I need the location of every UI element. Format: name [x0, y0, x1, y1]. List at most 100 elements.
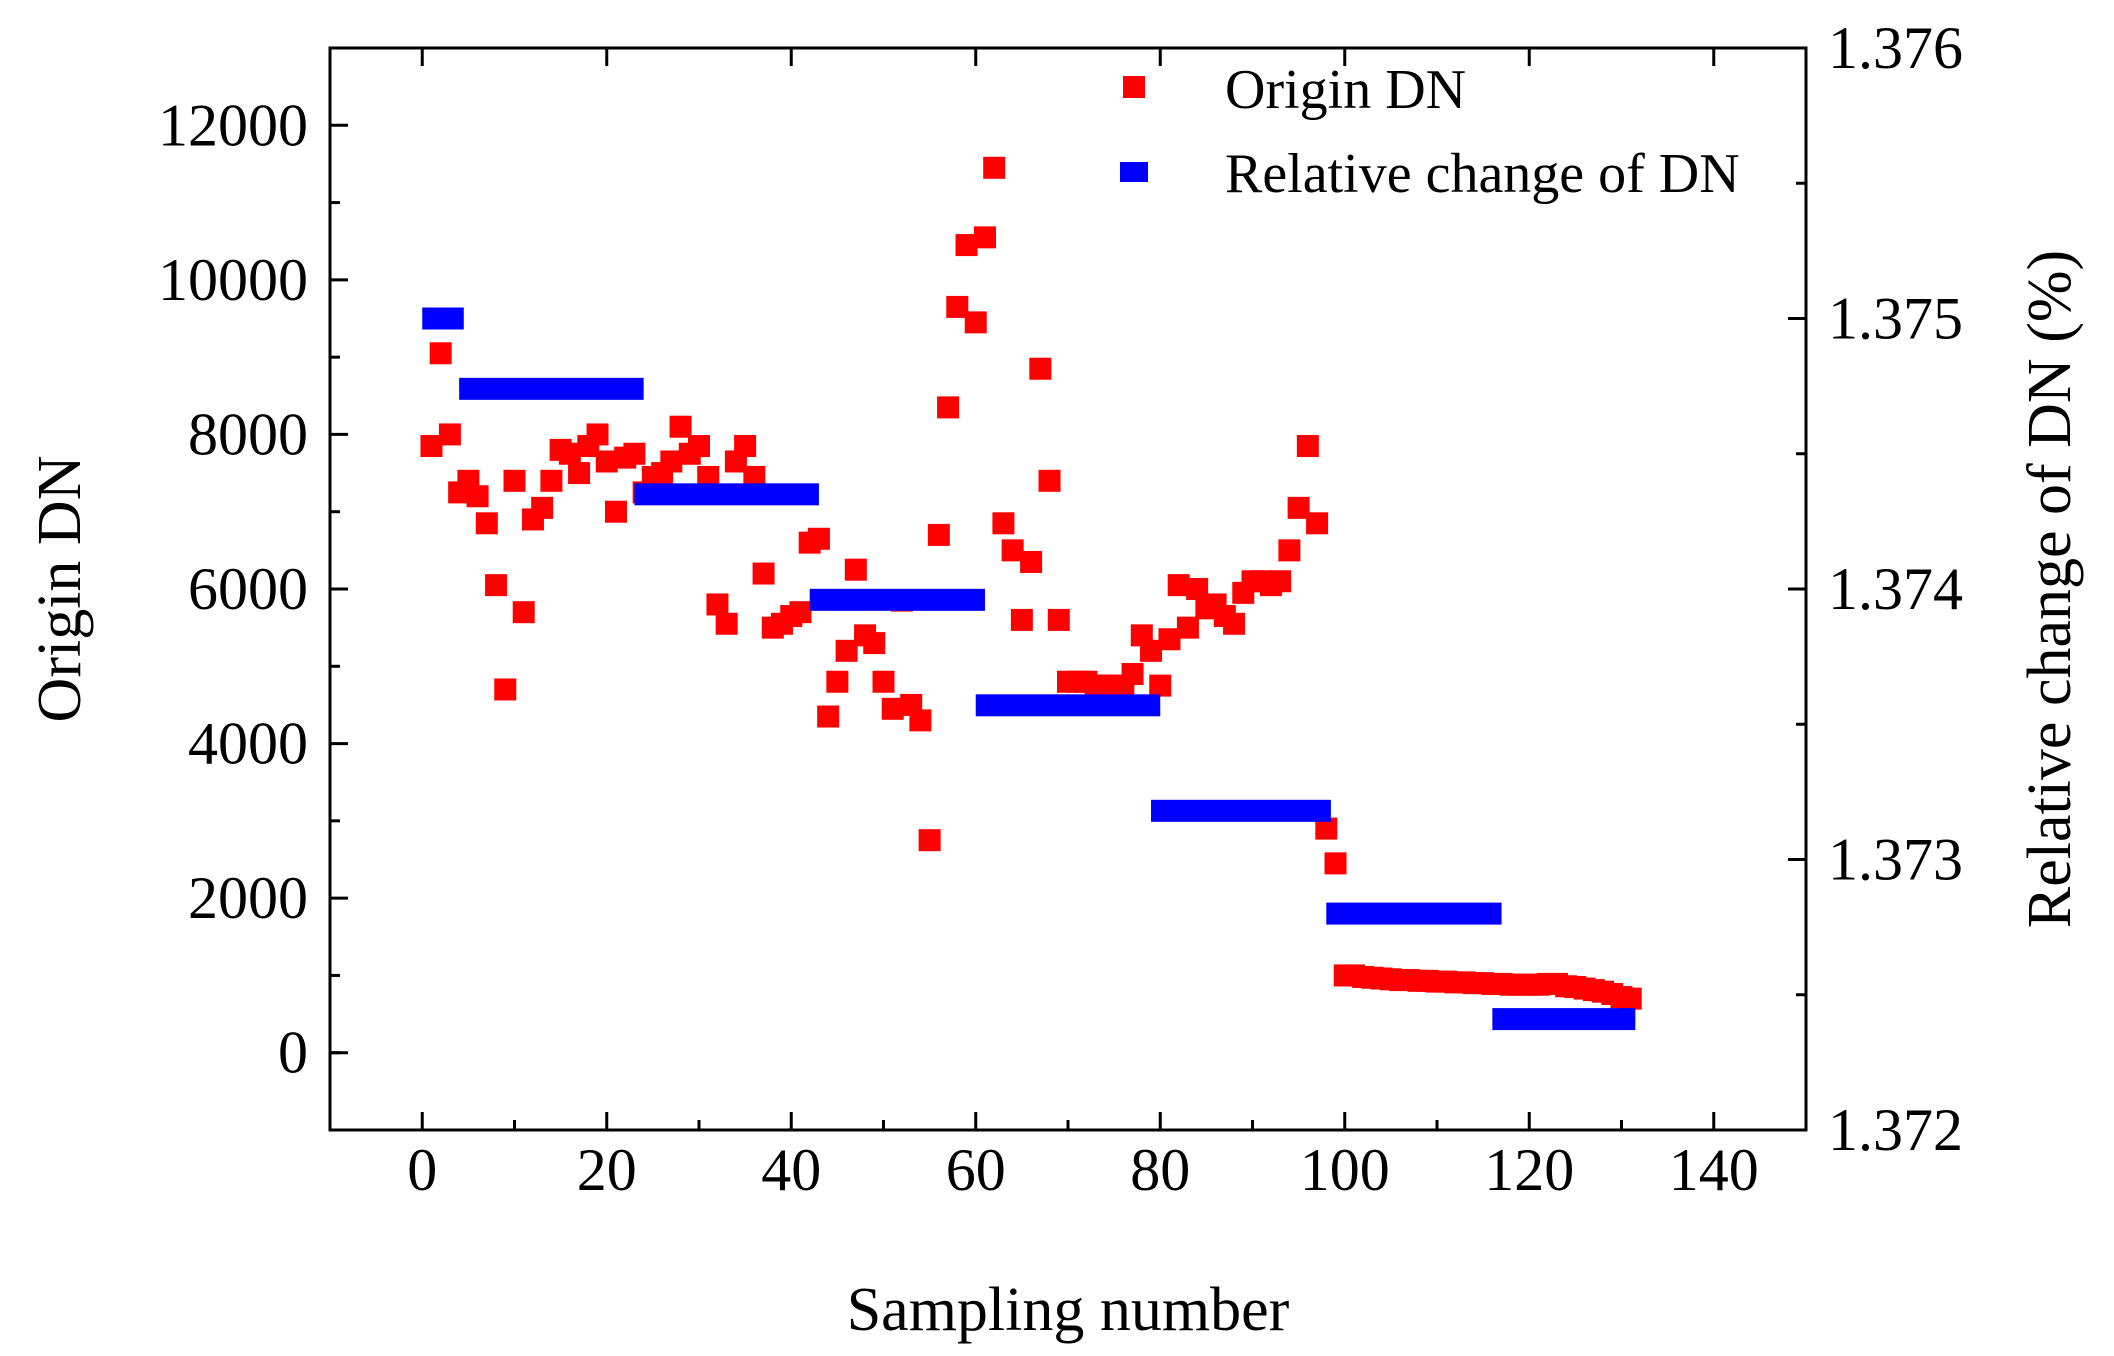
- x-tick-label: 140: [1669, 1137, 1759, 1203]
- y-tick-label: 6000: [188, 556, 308, 622]
- origin-dn-point: [1278, 539, 1301, 562]
- origin-dn-point: [844, 558, 867, 581]
- relative-change-bar: [634, 483, 819, 506]
- relative-change-bar: [975, 694, 1161, 717]
- y-axis-title: Origin DN: [26, 456, 94, 723]
- origin-dn-point: [817, 705, 840, 728]
- relative-change-bar: [459, 377, 644, 400]
- origin-dn-point: [568, 462, 591, 485]
- origin-dn-point: [697, 465, 720, 488]
- y2-tick-label: 1.376: [1828, 15, 1963, 81]
- origin-dn-point: [623, 442, 646, 465]
- origin-dn-point: [420, 435, 443, 458]
- x-axis-title: Sampling number: [847, 1276, 1290, 1344]
- origin-dn-point: [438, 423, 461, 446]
- origin-dn-point: [558, 442, 581, 465]
- y2-tick-label: 1.375: [1828, 286, 1963, 352]
- origin-dn-point: [973, 226, 996, 249]
- origin-dn-point: [595, 450, 618, 473]
- series-relative-change: [422, 307, 1636, 1031]
- origin-dn-point: [1269, 570, 1292, 593]
- origin-dn-point: [1176, 616, 1199, 639]
- origin-dn-point: [1149, 674, 1172, 697]
- origin-dn-point: [964, 311, 987, 334]
- origin-dn-point: [955, 234, 978, 257]
- origin-dn-point: [1306, 512, 1329, 535]
- origin-dn-point: [669, 415, 692, 438]
- x-tick-label: 0: [407, 1137, 437, 1203]
- origin-dn-point: [1029, 357, 1052, 380]
- y2-tick-label: 1.372: [1828, 1097, 1963, 1163]
- origin-dn-point: [586, 423, 609, 446]
- origin-dn-point: [918, 829, 941, 852]
- origin-dn-point: [927, 523, 950, 546]
- origin-dn-point: [789, 601, 812, 624]
- origin-dn-point: [485, 574, 508, 597]
- origin-dn-point: [1287, 496, 1310, 519]
- origin-dn-point: [706, 593, 729, 616]
- legend-marker-origin-dn: [1123, 76, 1145, 98]
- legend-label-origin-dn: Origin DN: [1225, 59, 1466, 121]
- origin-dn-point: [604, 500, 627, 523]
- origin-dn-point: [1619, 987, 1642, 1010]
- origin-dn-point: [992, 512, 1015, 535]
- x-axis: 0 20 40 60 80 100 120 140: [407, 48, 1759, 1203]
- origin-dn-point: [863, 632, 886, 655]
- relative-change-bar: [1151, 799, 1331, 822]
- origin-dn-point: [937, 396, 960, 419]
- origin-dn-point: [1047, 608, 1070, 631]
- series-origin-dn: [420, 156, 1642, 1010]
- y-tick-label: 0: [278, 1020, 308, 1086]
- y-tick-label: 2000: [188, 865, 308, 931]
- origin-dn-point: [752, 562, 775, 585]
- legend-marker-relative-change: [1120, 162, 1148, 182]
- origin-dn-point: [983, 156, 1006, 179]
- relative-change-bar: [809, 588, 985, 611]
- origin-dn-point: [1020, 550, 1043, 573]
- x-tick-label: 40: [761, 1137, 821, 1203]
- legend: Origin DN Relative change of DN: [1120, 59, 1740, 205]
- origin-dn-point: [1186, 578, 1209, 600]
- origin-dn-point: [1001, 539, 1024, 562]
- origin-dn-point: [1121, 663, 1144, 686]
- legend-label-relative-change: Relative change of DN: [1225, 143, 1740, 205]
- origin-dn-point: [1315, 817, 1338, 840]
- origin-dn-point: [1158, 628, 1181, 651]
- origin-dn-point: [512, 601, 535, 624]
- y-tick-label: 12000: [158, 92, 308, 158]
- origin-dn-point: [466, 485, 489, 508]
- x-tick-label: 60: [946, 1137, 1006, 1203]
- origin-dn-point: [807, 527, 830, 550]
- relative-change-bar: [1492, 1008, 1636, 1031]
- origin-dn-point: [1296, 435, 1319, 458]
- origin-dn-point: [531, 496, 554, 519]
- y-axis: 0 2000 4000 6000 8000 10000 12000: [158, 92, 348, 1086]
- origin-dn-point: [688, 435, 710, 458]
- y2-tick-label: 1.373: [1828, 827, 1963, 893]
- x-tick-label: 100: [1300, 1137, 1390, 1203]
- x-tick-label: 20: [577, 1137, 637, 1203]
- origin-dn-point: [835, 639, 858, 662]
- origin-dn-point: [1167, 574, 1190, 597]
- plot-area: [328, 46, 1808, 1132]
- y2-axis-title: Relative change of DN (%): [2016, 250, 2084, 928]
- origin-dn-point: [429, 342, 452, 365]
- origin-dn-point: [1038, 469, 1061, 492]
- origin-dn-point: [1223, 612, 1246, 635]
- y-tick-label: 10000: [158, 247, 308, 313]
- origin-dn-point: [1010, 608, 1033, 631]
- origin-dn-point: [503, 469, 526, 492]
- origin-dn-point: [1324, 852, 1347, 875]
- y-tick-label: 4000: [188, 711, 308, 777]
- origin-dn-point: [743, 465, 766, 488]
- x-tick-label: 120: [1484, 1137, 1574, 1203]
- plot-frame: [328, 46, 1808, 1132]
- y-tick-label: 8000: [188, 401, 308, 467]
- origin-dn-point: [660, 450, 683, 473]
- origin-dn-point: [494, 678, 517, 701]
- origin-dn-point: [946, 295, 969, 318]
- relative-change-bar: [422, 307, 464, 330]
- origin-dn-point: [540, 469, 563, 492]
- x-tick-label: 80: [1130, 1137, 1190, 1203]
